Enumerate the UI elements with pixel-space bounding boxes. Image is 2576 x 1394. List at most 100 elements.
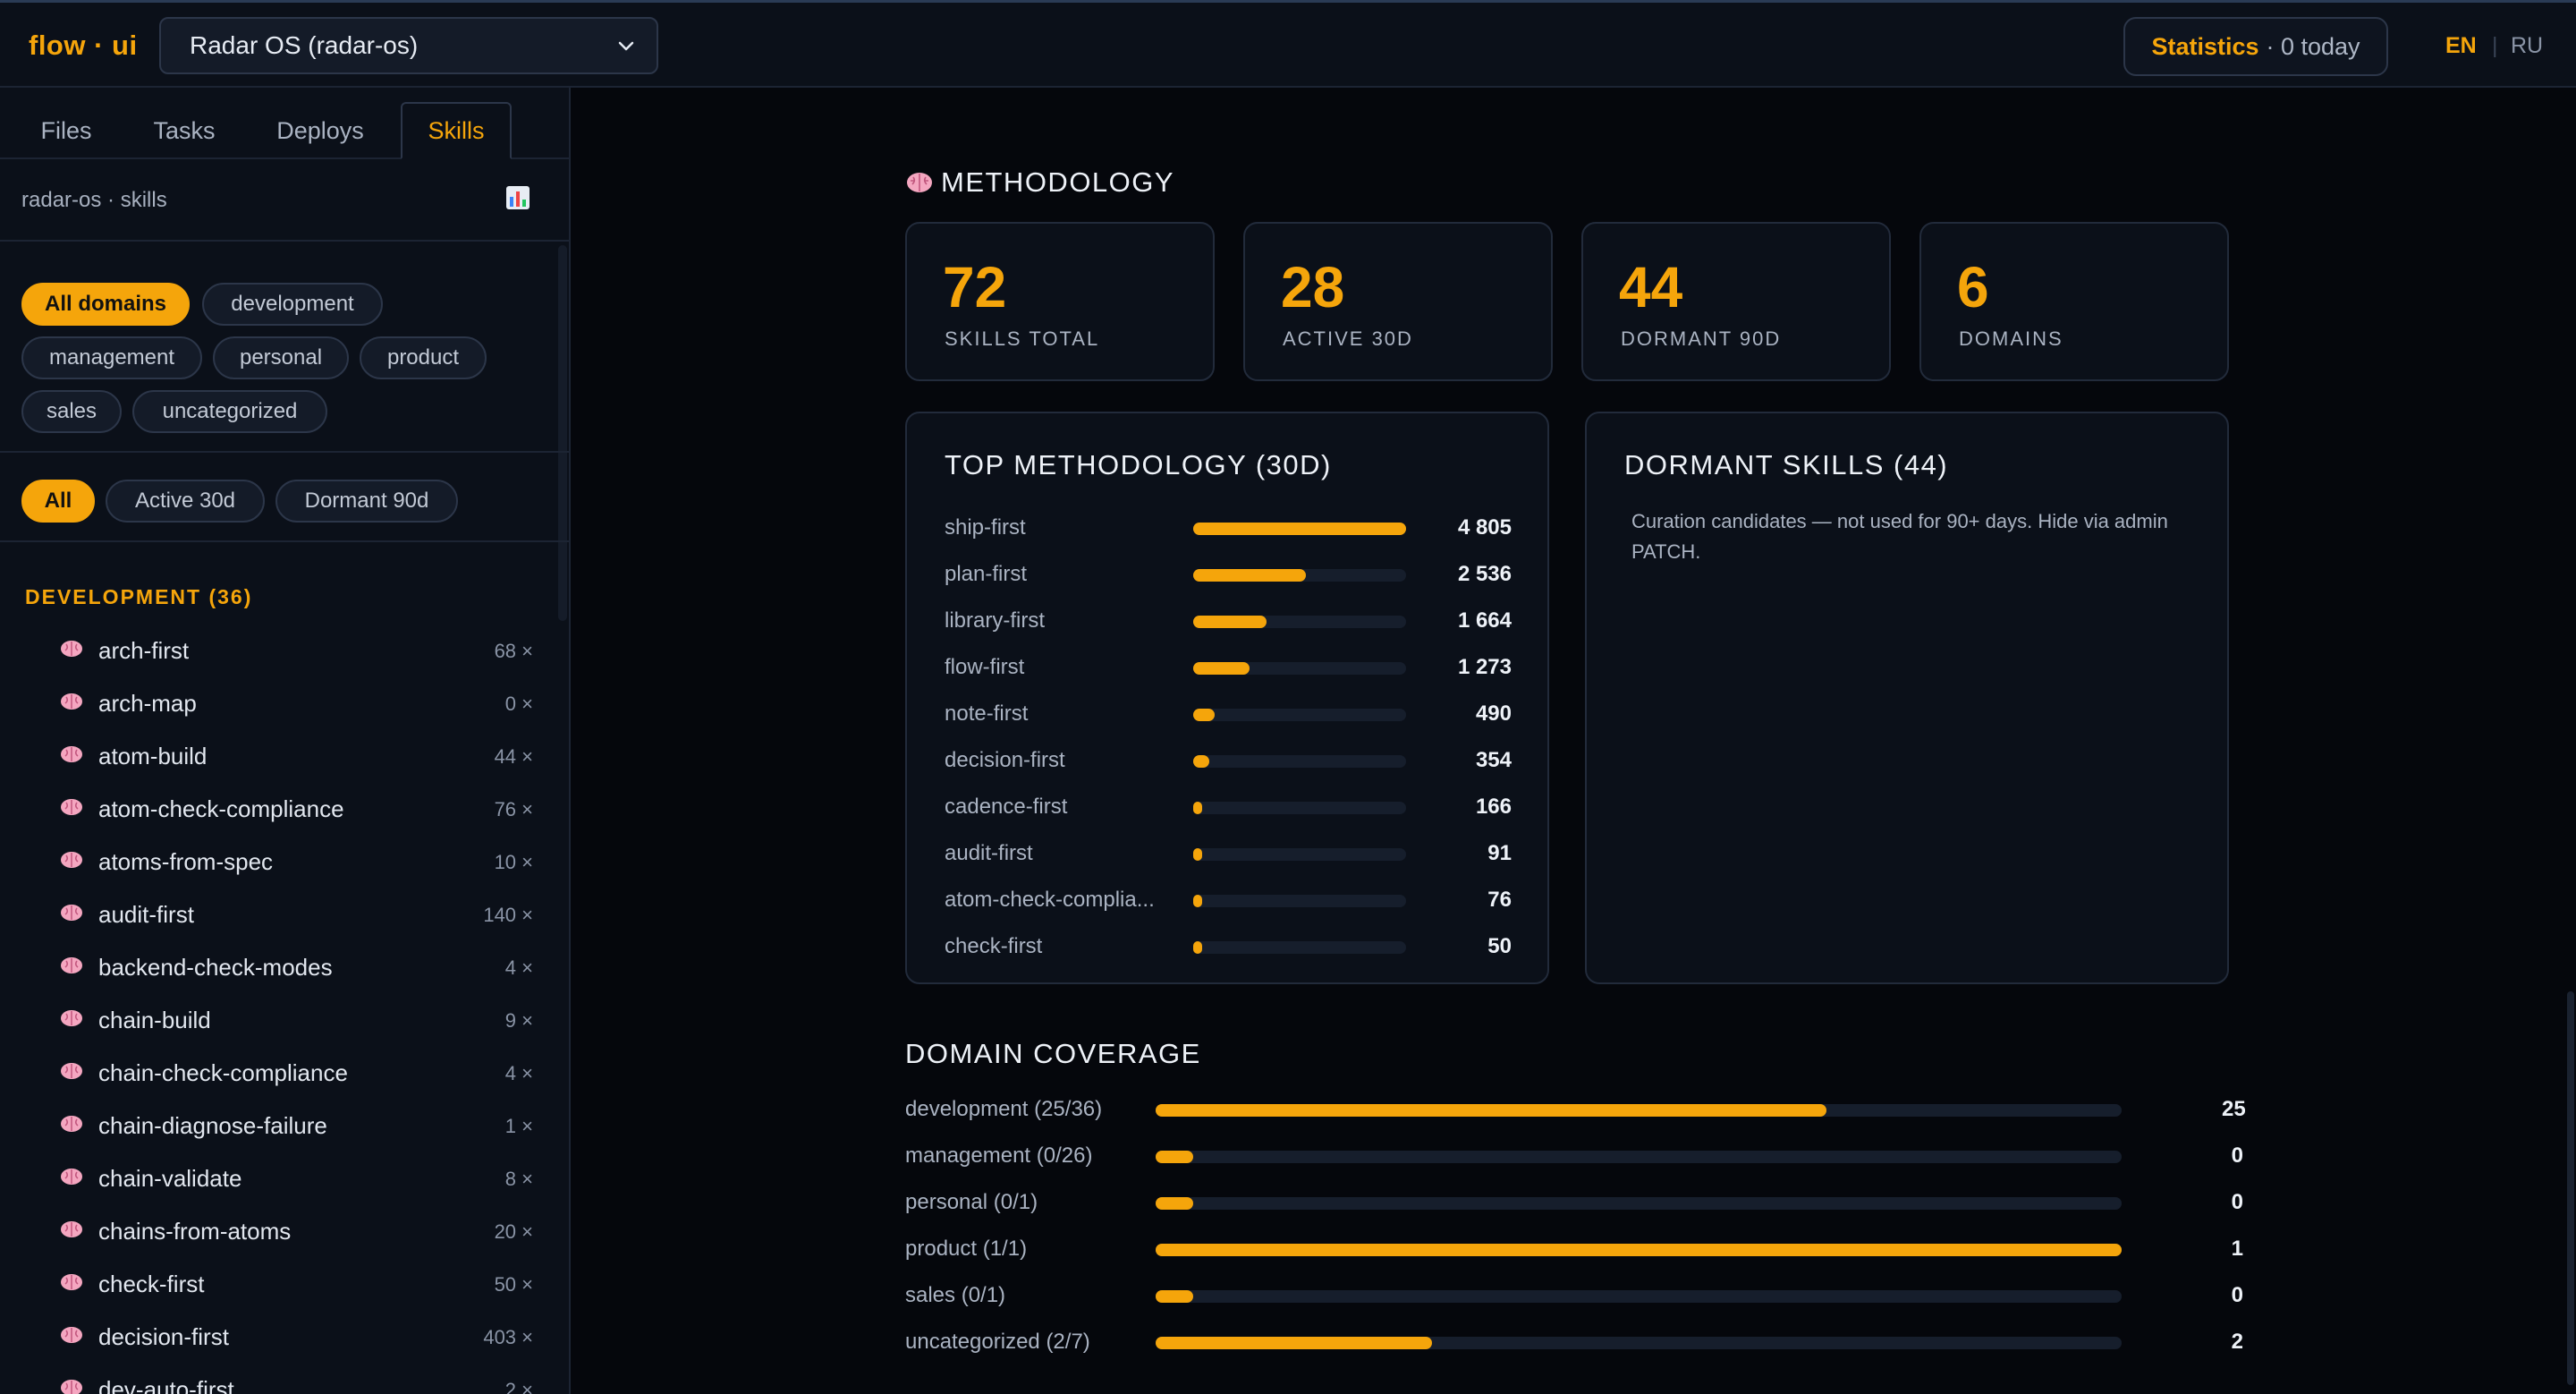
skill-usage-count: 76 ×	[494, 798, 533, 820]
skill-list-item[interactable]: check-first 50 ×	[0, 1258, 569, 1311]
skill-list-item[interactable]: decision-first 403 ×	[0, 1311, 569, 1364]
tab-files[interactable]: Files	[40, 116, 92, 144]
methodology-bar	[1193, 662, 1250, 675]
brain-icon	[61, 905, 82, 921]
section-title-methodology: METHODOLOGY	[941, 166, 1175, 198]
methodology-value: 1 664	[1457, 608, 1512, 633]
skill-usage-count: 2 ×	[504, 1379, 533, 1394]
tab-skills[interactable]: Skills	[401, 102, 512, 159]
coverage-bar-track	[1156, 1244, 2122, 1256]
coverage-label: management (0/26)	[905, 1143, 1093, 1168]
chip-active-30d[interactable]: Active 30d	[106, 480, 265, 523]
brain-icon	[907, 173, 932, 192]
coverage-bar-track	[1156, 1104, 2122, 1117]
methodology-bar-track	[1193, 709, 1406, 721]
skill-list-item[interactable]: chain-build 9 ×	[0, 994, 569, 1047]
skill-list-item[interactable]: dev-auto-first 2 ×	[0, 1364, 569, 1394]
methodology-name: ship-first	[945, 515, 1026, 540]
dormant-skills-panel: DORMANT SKILLS (44) Curation candidates …	[1585, 412, 2229, 984]
skill-list-item[interactable]: chain-check-compliance 4 ×	[0, 1047, 569, 1100]
chip-management[interactable]: management	[21, 336, 202, 379]
sidebar: Files Tasks Deploys Skills radar-os · sk…	[0, 88, 571, 1394]
brain-icon	[61, 852, 82, 868]
methodology-bar-track	[1193, 755, 1406, 768]
methodology-bar	[1193, 569, 1306, 582]
statistics-button[interactable]: Statistics · 0 today	[2123, 17, 2388, 76]
main-scrollbar[interactable]	[2567, 991, 2574, 1385]
methodology-value: 1 273	[1457, 655, 1512, 679]
brain-icon	[61, 957, 82, 973]
chip-development[interactable]: development	[202, 283, 383, 326]
skill-name: atom-check-compliance	[98, 795, 344, 822]
skill-list-item[interactable]: atoms-from-spec 10 ×	[0, 836, 569, 888]
methodology-bar	[1193, 755, 1209, 768]
dormant-skills-description: Curation candidates — not used for 90+ d…	[1631, 510, 2168, 563]
coverage-bar-track	[1156, 1290, 2122, 1303]
coverage-label: uncategorized (2/7)	[905, 1330, 1090, 1354]
coverage-row: product (1/1) 1	[905, 1228, 2243, 1274]
group-title-development[interactable]: DEVELOPMENT (36)	[25, 585, 253, 608]
methodology-value: 4 805	[1457, 515, 1512, 540]
brain-icon	[61, 1274, 82, 1290]
coverage-bar	[1156, 1337, 1432, 1349]
methodology-value: 490	[1475, 701, 1512, 726]
chip-product[interactable]: product	[360, 336, 487, 379]
skill-usage-count: 1 ×	[504, 1115, 533, 1137]
methodology-bar	[1193, 941, 1202, 954]
skill-list-item[interactable]: chain-validate 8 ×	[0, 1152, 569, 1205]
skill-usage-count: 0 ×	[504, 693, 533, 715]
coverage-row: sales (0/1) 0	[905, 1274, 2243, 1321]
chip-dormant-90d[interactable]: Dormant 90d	[275, 480, 458, 523]
project-select[interactable]: Radar OS (radar-os)	[159, 17, 658, 74]
skill-list-item[interactable]: atom-check-compliance 76 ×	[0, 783, 569, 836]
methodology-row: flow-first 1 273	[907, 646, 1547, 693]
coverage-bar	[1156, 1197, 1193, 1210]
skill-list-item[interactable]: arch-map 0 ×	[0, 677, 569, 730]
coverage-label: personal (0/1)	[905, 1190, 1038, 1214]
methodology-row: check-first 50	[907, 925, 1547, 972]
skill-list-item[interactable]: arch-first 68 ×	[0, 625, 569, 677]
chip-all-domains[interactable]: All domains	[21, 283, 190, 326]
kpi-value: 72	[943, 255, 1007, 319]
chip-sales[interactable]: sales	[21, 390, 122, 433]
skill-name: chain-build	[98, 1007, 211, 1033]
methodology-name: audit-first	[945, 841, 1033, 865]
skill-name: arch-map	[98, 690, 197, 717]
methodology-value: 2 536	[1457, 562, 1512, 586]
skill-list-item[interactable]: backend-check-modes 4 ×	[0, 941, 569, 994]
brain-icon	[61, 1116, 82, 1132]
section-title-domain-coverage: DOMAIN COVERAGE	[905, 1038, 1201, 1069]
skill-usage-count: 68 ×	[494, 640, 533, 662]
methodology-name: cadence-first	[945, 795, 1068, 819]
bar-chart-icon[interactable]	[504, 184, 531, 211]
chip-all[interactable]: All	[21, 480, 95, 523]
sidebar-scrollbar[interactable]	[558, 245, 567, 621]
skill-list-item[interactable]: chain-diagnose-failure 1 ×	[0, 1100, 569, 1152]
skill-name: chain-validate	[98, 1165, 242, 1192]
app-logo[interactable]: flow · ui	[29, 30, 138, 61]
skill-list-item[interactable]: audit-first 140 ×	[0, 888, 569, 941]
methodology-bar-track	[1193, 523, 1406, 535]
methodology-bar-track	[1193, 616, 1406, 628]
skill-usage-count: 10 ×	[494, 851, 533, 873]
kpi-dormant-90d: 44 DORMANT 90D	[1581, 222, 1891, 381]
coverage-bar-track	[1156, 1337, 2122, 1349]
coverage-value: 25	[2222, 1097, 2246, 1121]
tab-deploys[interactable]: Deploys	[276, 116, 364, 144]
methodology-bar	[1193, 848, 1202, 861]
skill-list-item[interactable]: chains-from-atoms 20 ×	[0, 1205, 569, 1258]
methodology-value: 76	[1487, 888, 1512, 912]
chip-uncategorized[interactable]: uncategorized	[132, 390, 327, 433]
methodology-bar	[1193, 523, 1406, 535]
chip-personal[interactable]: personal	[213, 336, 349, 379]
tab-tasks[interactable]: Tasks	[153, 116, 216, 144]
breadcrumb-row: radar-os · skills	[0, 161, 569, 242]
methodology-bar-track	[1193, 569, 1406, 582]
skill-list-item[interactable]: atom-build 44 ×	[0, 730, 569, 783]
lang-en-button[interactable]: EN	[2445, 33, 2477, 58]
methodology-bar	[1193, 616, 1267, 628]
chevron-down-icon	[618, 41, 634, 51]
lang-ru-button[interactable]: RU	[2511, 33, 2544, 58]
methodology-row: cadence-first 166	[907, 786, 1547, 832]
brain-icon	[61, 1327, 82, 1343]
